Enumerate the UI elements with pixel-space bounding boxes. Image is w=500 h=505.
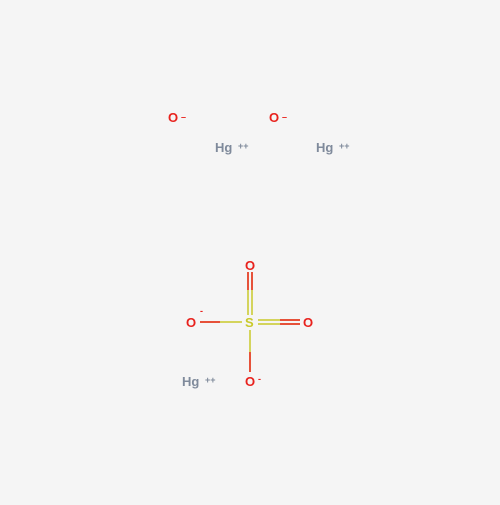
mercury-ion-3-charge: ++: [205, 375, 216, 385]
bond-s-o-right-double: [258, 319, 300, 325]
sulfate-oxygen-top: O: [245, 258, 255, 273]
mercury-ion-1-charge: ++: [238, 141, 249, 151]
mercury-ion-1-symbol: Hg: [215, 140, 232, 155]
mercury-ion-2-symbol: Hg: [316, 140, 333, 155]
oxide-ion-1-symbol: O: [168, 110, 178, 125]
oxide-ion-2-symbol: O: [269, 110, 279, 125]
sulfate-oxygen-right: O: [303, 315, 313, 330]
oxide-ion-1-charge: –: [181, 112, 186, 122]
oxide-ion-2-charge: –: [282, 112, 287, 122]
sulfate-oxygen-left-charge: -: [200, 306, 203, 316]
sulfate-oxygen-bottom: O: [245, 374, 255, 389]
mercury-ion-2-charge: ++: [339, 141, 350, 151]
mercury-ion-3-symbol: Hg: [182, 374, 199, 389]
sulfate-oxygen-left: O: [186, 315, 196, 330]
bond-s-o-top-double: [247, 272, 253, 315]
sulfate-sulfur: S: [245, 315, 254, 330]
sulfate-oxygen-bottom-charge: -: [258, 374, 261, 384]
